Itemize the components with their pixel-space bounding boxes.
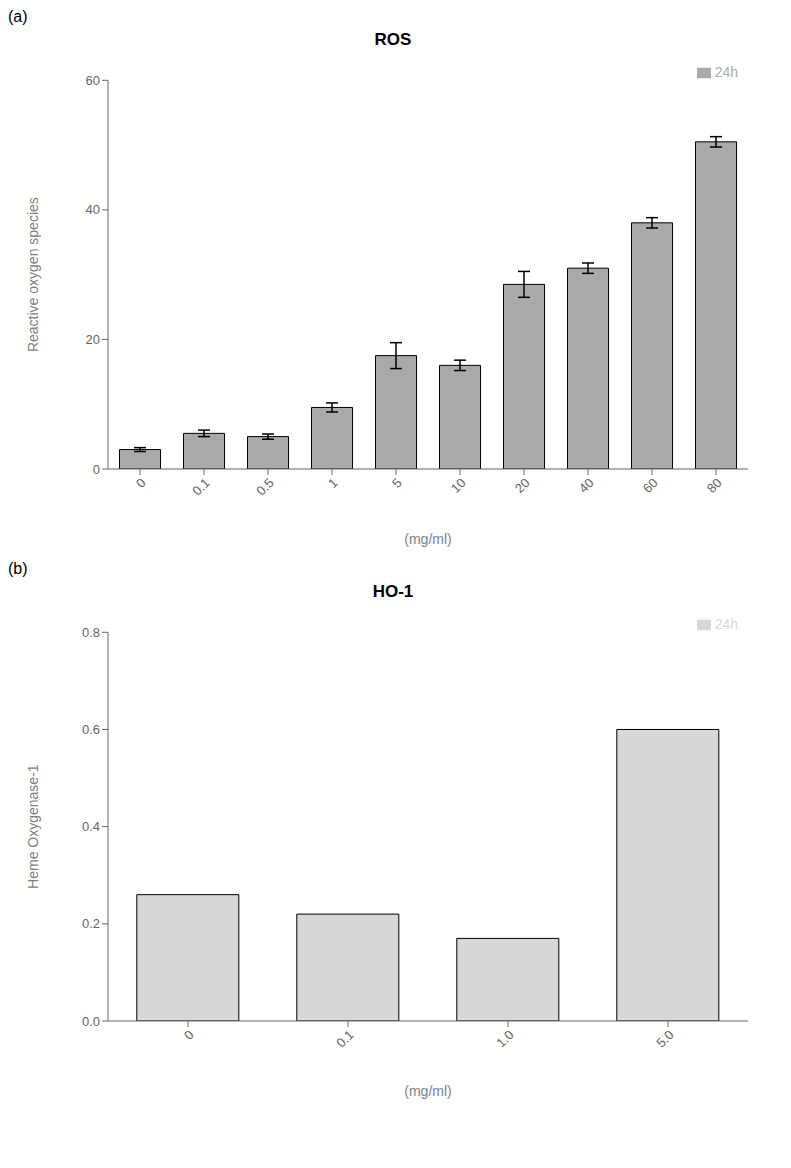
svg-text:(mg/ml): (mg/ml) [404,1083,451,1099]
svg-text:0.5: 0.5 [253,475,276,498]
svg-text:60: 60 [86,73,100,88]
svg-text:20: 20 [512,475,533,496]
svg-text:0.1: 0.1 [333,1027,356,1050]
svg-text:0.6: 0.6 [82,722,100,737]
svg-text:Reactive oxygen species: Reactive oxygen species [25,197,41,352]
svg-text:20: 20 [86,332,100,347]
svg-text:40: 40 [576,475,597,496]
svg-text:80: 80 [704,475,725,496]
svg-text:0: 0 [133,475,149,491]
svg-text:Heme Oxygenase-1: Heme Oxygenase-1 [25,764,41,889]
svg-text:0.8: 0.8 [82,625,100,640]
svg-text:5: 5 [389,475,405,491]
svg-text:0.1: 0.1 [189,475,212,498]
svg-text:0.4: 0.4 [82,819,100,834]
svg-text:5.0: 5.0 [653,1027,676,1050]
svg-text:1.0: 1.0 [493,1027,516,1050]
html-text:24h: 24h [714,616,738,632]
svg-text:0: 0 [93,462,100,477]
svg-text:40: 40 [86,202,100,217]
html-text:24h: 24h [714,64,738,80]
svg-text:0.2: 0.2 [82,916,100,931]
html-text:(a): (a) [8,8,28,25]
svg-text:0.0: 0.0 [82,1014,100,1029]
svg-text:0: 0 [181,1027,197,1043]
html-text:HO-1: HO-1 [372,582,414,601]
svg-text:60: 60 [640,475,661,496]
svg-text:10: 10 [448,475,469,496]
svg-text:1: 1 [325,475,341,491]
svg-text:(mg/ml): (mg/ml) [404,531,451,547]
html-text:ROS: ROS [374,30,412,49]
html-text:(b): (b) [8,560,28,577]
